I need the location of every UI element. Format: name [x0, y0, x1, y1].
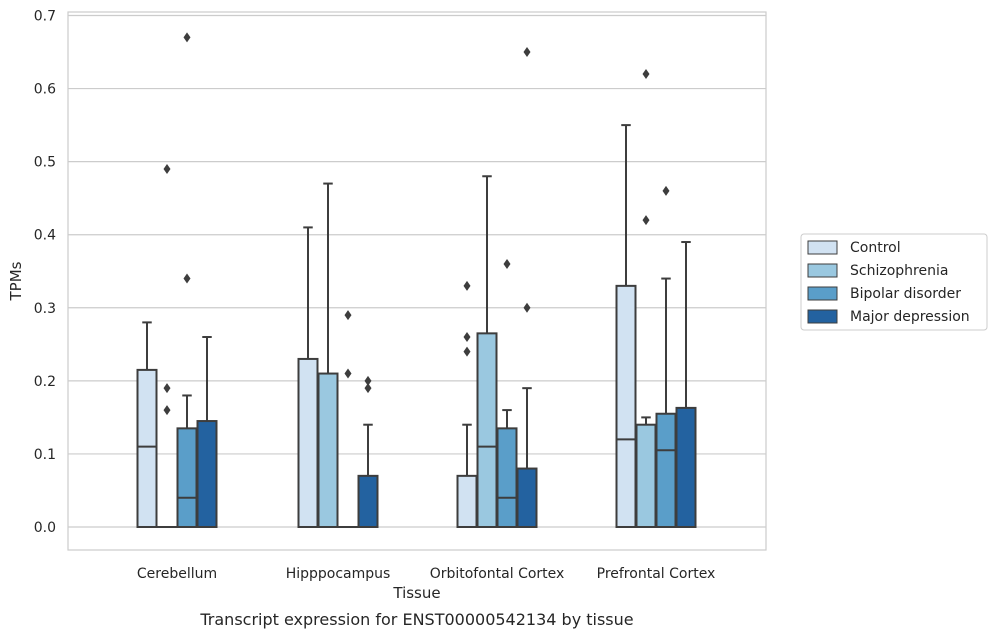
legend-swatch	[807, 240, 838, 255]
box-major-depression	[675, 241, 697, 529]
legend-label: Schizophrenia	[850, 263, 948, 279]
legend-label: Control	[850, 240, 901, 256]
box-body	[196, 420, 218, 528]
box-control	[136, 321, 158, 528]
boxes	[136, 32, 697, 529]
box-body	[615, 284, 637, 528]
y-tick-label: 0.5	[34, 155, 56, 171]
box-body	[476, 332, 498, 528]
box-body	[136, 368, 158, 528]
outlier-point	[463, 332, 471, 343]
outlier-point	[163, 163, 171, 174]
box-body	[635, 423, 657, 529]
box-bipolar-disorder	[655, 185, 677, 528]
box-body	[516, 467, 538, 528]
x-tick-label: Prefrontal Cortex	[597, 566, 716, 582]
box-body	[176, 427, 198, 529]
outlier-point	[344, 368, 352, 379]
outlier-point	[364, 383, 372, 394]
box-schizophrenia	[635, 68, 657, 529]
outlier-point	[463, 346, 471, 357]
box-body	[357, 474, 379, 529]
outlier-point	[463, 280, 471, 291]
box-control	[615, 124, 637, 528]
box-body	[297, 357, 319, 528]
y-tick-label: 0.3	[34, 301, 56, 317]
y-tick-label: 0.0	[34, 520, 56, 536]
y-tick-label: 0.6	[34, 82, 56, 98]
y-axis-label: TPMs	[7, 261, 25, 301]
box-bipolar-disorder	[337, 310, 359, 529]
plot-frame	[67, 11, 767, 551]
x-tick-label: Cerebellum	[137, 566, 217, 582]
box-schizophrenia	[156, 163, 178, 529]
y-tick-label: 0.7	[34, 9, 56, 25]
outlier-point	[364, 375, 372, 386]
y-tick-label: 0.4	[34, 228, 56, 244]
x-axis-label: Tissue	[392, 584, 440, 602]
outlier-point	[183, 273, 191, 284]
outlier-point	[642, 215, 650, 226]
box-body	[456, 474, 478, 529]
x-tick-label: Hipppocampus	[286, 566, 391, 582]
outlier-point	[523, 302, 531, 313]
outlier-point	[523, 47, 531, 58]
box-control	[297, 226, 319, 528]
outlier-point	[183, 32, 191, 43]
chart-caption: Transcript expression for ENST0000054213…	[199, 610, 633, 629]
box-body	[496, 427, 518, 529]
legend-label: Major depression	[850, 309, 970, 325]
box-body	[655, 412, 677, 528]
legend-swatch	[807, 286, 838, 301]
box-major-depression	[516, 47, 538, 528]
box-control	[456, 280, 478, 529]
outlier-point	[642, 68, 650, 79]
box-body	[317, 372, 339, 528]
y-tick-label: 0.2	[34, 374, 56, 390]
legend-swatch	[807, 263, 838, 278]
x-tick-label: Orbitofontal Cortex	[430, 566, 565, 582]
box-schizophrenia	[476, 175, 498, 528]
y-axis-ticks: 0.0 0.1 0.2 0.3 0.4 0.5 0.6 0.7	[34, 9, 56, 537]
outlier-point	[344, 310, 352, 321]
outlier-point	[662, 185, 670, 196]
legend: Control Schizophrenia Bipolar disorder Majo…	[800, 233, 988, 331]
legend-frame	[800, 233, 988, 331]
legend-label: Bipolar disorder	[850, 286, 961, 302]
outlier-point	[503, 258, 511, 269]
box-major-depression	[196, 336, 218, 528]
box-bipolar-disorder	[176, 32, 198, 529]
box-major-depression	[357, 375, 379, 529]
outlier-point	[163, 383, 171, 394]
box-body	[675, 406, 697, 529]
outlier-point	[163, 405, 171, 416]
box-bipolar-disorder	[496, 258, 518, 529]
y-tick-label: 0.1	[34, 447, 56, 463]
box-schizophrenia	[317, 182, 339, 528]
legend-swatch	[807, 309, 838, 324]
x-axis-ticks: Cerebellum Hipppocampus Orbitofontal Corte…	[137, 566, 715, 582]
